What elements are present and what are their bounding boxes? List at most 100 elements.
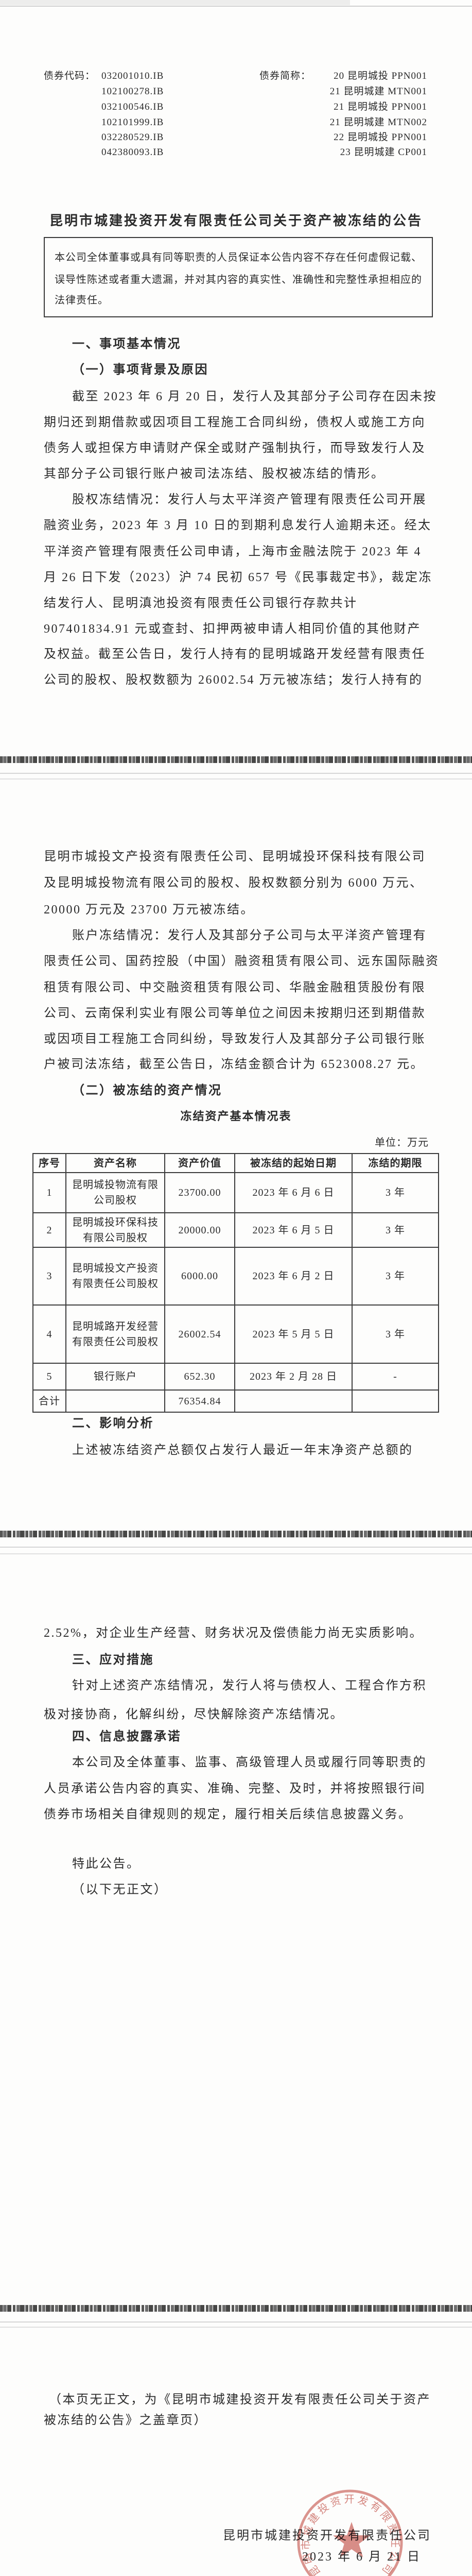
bond-code: 032280529.IB: [101, 132, 164, 143]
table-row: 2 昆明城投环保科技有限公司股权 20000.00 2023 年 6 月 5 日…: [32, 1212, 439, 1248]
page-tear-divider: [0, 756, 472, 763]
body-line: 股权冻结情况：发行人与太平洋资产管理有限责任公司开展: [72, 493, 427, 506]
col-header-freeze-term: 冻结的期限: [352, 1153, 439, 1173]
bond-code: 102100278.IB: [101, 86, 164, 97]
col-header-asset-value: 资产价值: [164, 1153, 235, 1173]
page-divider-line: [0, 2321, 472, 2323]
cell-asset-value: 26002.54: [164, 1304, 235, 1364]
cell-no: 2: [32, 1212, 66, 1248]
cell-asset-value: 20000.00: [164, 1212, 235, 1248]
body-line: 期归还到期借款或因项目工程施工合同纠纷，债权人或施工方向: [44, 416, 426, 429]
cell-freeze-start: 2023 年 6 月 2 日: [234, 1247, 353, 1306]
table-caption: 冻结资产基本情况表: [180, 1110, 292, 1123]
cell-asset-name: 昆明城投物流有限公司股权: [65, 1172, 165, 1213]
cell-freeze-term: -: [352, 1363, 439, 1391]
body-line: 限责任公司、国药控股（中国）融资租赁有限公司、远东国际融资: [44, 955, 440, 968]
cell-freeze-term: 3 年: [352, 1304, 439, 1364]
page-divider-line: [0, 773, 472, 774]
bond-name: 23 昆明城建 CP001: [340, 147, 427, 158]
cell-asset-name: 银行账户: [65, 1363, 165, 1391]
cell-asset-value: 6000.00: [164, 1247, 235, 1306]
body-line: 其部分子公司银行账户被司法冻结、股权被冻结的情形。: [44, 467, 385, 481]
body-line: 上述被冻结资产总额仅占发行人最近一年末净资产总额的: [72, 1444, 413, 1457]
body-line: 本公司及全体董事、监事、高级管理人员或履行同等职责的: [72, 1756, 427, 1769]
bond-code: 032100546.IB: [101, 101, 164, 112]
bond-code: 032001010.IB: [101, 71, 164, 81]
table-row: 5 银行账户 652.30 2023 年 2 月 28 日 -: [32, 1363, 439, 1391]
cell-asset-name: 昆明城路开发经营有限责任公司股权: [65, 1304, 165, 1364]
body-line: 结发行人、昆明滇池投资有限责任公司银行存款共计: [44, 597, 358, 610]
scan-top-line: [0, 6, 472, 7]
cell-empty: [234, 1389, 353, 1413]
table-total-row: 合计 76354.84: [32, 1389, 439, 1413]
no-more-text-line: （以下无正文）: [72, 1883, 168, 1896]
bond-abbr-label: 债券简称：: [259, 71, 311, 81]
bond-name: 21 昆明城投 PPN001: [334, 101, 427, 112]
page-tear-divider: [0, 1531, 472, 1537]
table-row: 4 昆明城路开发经营有限责任公司股权 26002.54 2023 年 5 月 5…: [32, 1304, 439, 1364]
body-line: 针对上述资产冻结情况，发行人将与债权人、工程合作方积: [72, 1679, 427, 1692]
cell-empty: [352, 1389, 439, 1413]
cell-no: 4: [32, 1304, 66, 1364]
disclaimer-line: 误导性陈述或者重大遗漏，并对其内容的真实性、准确性和完整性承担相应的: [55, 274, 422, 285]
cell-no: 3: [32, 1247, 66, 1306]
body-line: 截至 2023 年 6 月 20 日，发行人及其部分子公司存在因未按: [72, 390, 437, 403]
body-line: 昆明市城投文产投资有限责任公司、昆明城投环保科技有限公司: [44, 850, 426, 863]
seal-page-note-line: 被冻结的公告》之盖章页）: [44, 2414, 207, 2427]
body-line: 平洋资产管理有限责任公司申请，上海市金融法院于 2023 年 4: [44, 545, 422, 558]
table-row: 1 昆明城投物流有限公司股权 23700.00 2023 年 6 月 6 日 3…: [32, 1172, 439, 1213]
page-divider-line: [0, 1553, 472, 1554]
section-1-2-heading: （二）被冻结的资产情况: [72, 1084, 222, 1097]
disclaimer-box: [44, 237, 433, 317]
body-line: 人员承诺公告内容的真实、准确、完整、及时，并将按照银行间: [44, 1782, 426, 1795]
cell-freeze-start: 2023 年 5 月 5 日: [234, 1304, 353, 1364]
section-4-heading: 四、信息披露承诺: [72, 1730, 181, 1743]
cell-total-value: 76354.84: [164, 1389, 235, 1413]
body-line: 月 26 日下发（2023）沪 74 民初 657 号《民事裁定书》，裁定冻: [44, 571, 432, 584]
closing-line: 特此公告。: [72, 1857, 141, 1871]
document-title: 昆明市城建投资开发有限责任公司关于资产被冻结的公告: [49, 213, 423, 228]
cell-no: 1: [32, 1172, 66, 1213]
cell-asset-name: 昆明城投环保科技有限公司股权: [65, 1212, 165, 1248]
body-line: 公司的股权、股权数额为 26002.54 万元被冻结；发行人持有的: [44, 673, 423, 687]
section-1-heading: 一、事项基本情况: [72, 337, 181, 351]
bond-name: 21 昆明城建 MTN002: [329, 117, 427, 128]
page-divider-line: [0, 1547, 472, 1548]
seal-circle: [297, 2489, 403, 2576]
signature-company: 昆明市城建投资开发有限责任公司: [223, 2529, 431, 2543]
section-3-heading: 三、应对措施: [72, 1653, 154, 1667]
body-line: 账户冻结情况：发行人及其部分子公司与太平洋资产管理有: [72, 929, 427, 942]
table-row: 3 昆明城投文产投资有限责任公司股权 6000.00 2023 年 6 月 2 …: [32, 1247, 439, 1306]
cell-freeze-term: 3 年: [352, 1172, 439, 1213]
table-header-row: 序号 资产名称 资产价值 被冻结的起始日期 冻结的期限: [32, 1153, 439, 1173]
disclaimer-line: 本公司全体董事或具有同等职责的人员保证本公告内容不存在任何虚假记载、: [55, 252, 422, 263]
body-line: 租赁有限公司、中交融资租赁有限公司、华融金融租赁股份有限: [44, 981, 426, 994]
body-line: 融资业务，2023 年 3 月 10 日的到期利息发行人逾期未还。经太: [44, 519, 432, 532]
table-unit-note: 单位：万元: [375, 1137, 429, 1148]
bond-name: 20 昆明城投 PPN001: [334, 71, 427, 81]
disclaimer-line: 法律责任。: [55, 295, 109, 306]
cell-asset-value: 652.30: [164, 1363, 235, 1391]
cell-asset-value: 23700.00: [164, 1172, 235, 1213]
company-seal-stamp: 昆明市城建投资开发有限责任公司: [297, 2489, 403, 2576]
body-line: 及昆明城投物流有限公司的股权、股权数额分别为 6000 万元、: [44, 876, 424, 890]
body-line: 2.52%，对企业生产经营、财务状况及偿债能力尚无实质影响。: [44, 1626, 423, 1640]
cell-freeze-term: 3 年: [352, 1247, 439, 1306]
bond-code: 102101999.IB: [101, 117, 164, 128]
col-header-asset-name: 资产名称: [65, 1153, 165, 1173]
section-1-1-heading: （一）事项背景及原因: [72, 363, 208, 377]
col-header-no: 序号: [32, 1153, 66, 1173]
frozen-assets-table: 序号 资产名称 资产价值 被冻结的起始日期 冻结的期限 1 昆明城投物流有限公司…: [32, 1153, 439, 1413]
seal-star-icon: [333, 2522, 371, 2557]
bond-code-label: 债券代码：: [44, 71, 96, 81]
section-2-heading: 二、影响分析: [72, 1417, 154, 1430]
bond-name: 21 昆明城建 MTN001: [329, 86, 427, 97]
body-line: 债务人或担保方申请财产保全或财产强制执行，而导致发行人及: [44, 442, 426, 455]
body-line: 公司、云南保利实业有限公司等单位之间因未按期归还到期借款: [44, 1007, 426, 1020]
cell-asset-name: 昆明城投文产投资有限责任公司股权: [65, 1247, 165, 1306]
body-line: 907401834.91 元或查封、扣押两被申请人相同价值的其他财产: [44, 622, 421, 636]
body-line: 及权益。截至公告日，发行人持有的昆明城路开发经营有限责任: [44, 648, 426, 661]
cell-total-label: 合计: [32, 1389, 66, 1413]
cell-no: 5: [32, 1363, 66, 1391]
